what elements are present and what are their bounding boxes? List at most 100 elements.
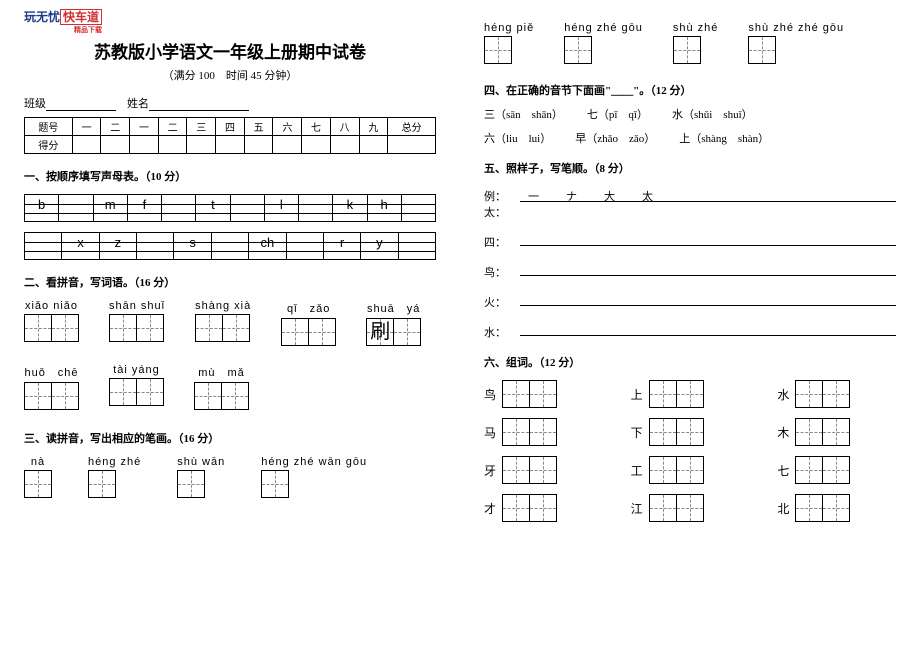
stroke-label: nà <box>24 456 52 468</box>
char-box[interactable] <box>24 314 52 342</box>
char-box[interactable]: 刷 <box>366 318 394 346</box>
char-box[interactable] <box>281 318 309 346</box>
q4-item[interactable]: 早（zhǎo zǎo） <box>575 130 655 146</box>
char-box[interactable] <box>676 494 704 522</box>
char-box[interactable] <box>529 380 557 408</box>
char-box[interactable] <box>502 494 530 522</box>
char-box[interactable] <box>822 494 850 522</box>
q4-item[interactable]: 三（sān shān） <box>484 106 563 122</box>
char-box[interactable] <box>136 378 164 406</box>
char-box[interactable] <box>195 314 223 342</box>
q5-line[interactable] <box>520 232 896 246</box>
char-box-row <box>24 314 79 342</box>
q5-line[interactable] <box>520 322 896 336</box>
q4-item[interactable]: 六（liu lui） <box>484 130 551 146</box>
score-value-cell[interactable] <box>158 136 187 154</box>
pinyin-item: tài yáng <box>109 364 164 410</box>
char-box[interactable] <box>261 470 289 498</box>
char-box[interactable] <box>676 418 704 446</box>
letter-cell[interactable] <box>299 195 333 221</box>
letter-cell[interactable] <box>402 195 435 221</box>
char-box[interactable] <box>649 380 677 408</box>
char-box[interactable] <box>136 314 164 342</box>
letter-cell: f <box>128 195 162 221</box>
score-value-cell[interactable] <box>359 136 388 154</box>
char-box[interactable] <box>88 470 116 498</box>
char-box[interactable] <box>649 456 677 484</box>
score-value-cell[interactable] <box>330 136 359 154</box>
char-box[interactable] <box>795 380 823 408</box>
char-box[interactable] <box>649 418 677 446</box>
char-box[interactable] <box>676 456 704 484</box>
char-box[interactable] <box>502 418 530 446</box>
char-box[interactable] <box>748 36 776 64</box>
q4-item[interactable]: 水（shǔi shuǐ） <box>672 106 753 122</box>
letter-cell[interactable] <box>25 233 62 259</box>
char-box[interactable] <box>502 456 530 484</box>
char-box[interactable] <box>795 494 823 522</box>
name-blank[interactable] <box>149 99 249 111</box>
char-box[interactable] <box>822 418 850 446</box>
char-box[interactable] <box>24 382 52 410</box>
char-box[interactable] <box>24 470 52 498</box>
char-box[interactable] <box>822 380 850 408</box>
score-value-cell[interactable] <box>273 136 302 154</box>
score-value-row: 得分 <box>25 136 436 154</box>
letter-cell[interactable] <box>231 195 265 221</box>
char-box-row <box>795 456 850 484</box>
char-box[interactable] <box>484 36 512 64</box>
char-box[interactable] <box>502 380 530 408</box>
char-box[interactable] <box>795 456 823 484</box>
letter-cell: l <box>265 195 299 221</box>
char-box-row <box>502 456 557 484</box>
char-box-row <box>502 380 557 408</box>
char-box[interactable] <box>529 418 557 446</box>
q6-char: 鸟 <box>484 386 496 403</box>
letter-cell[interactable] <box>287 233 324 259</box>
char-box-row <box>261 470 367 498</box>
stroke-label: héng zhé <box>88 456 141 468</box>
score-value-cell[interactable] <box>244 136 273 154</box>
q5-line[interactable] <box>520 262 896 276</box>
score-value-cell[interactable] <box>187 136 216 154</box>
char-box[interactable] <box>51 382 79 410</box>
char-box[interactable] <box>529 456 557 484</box>
char-box[interactable] <box>51 314 79 342</box>
char-box[interactable] <box>673 36 701 64</box>
score-value-cell[interactable] <box>302 136 331 154</box>
q6-item: 鸟 <box>484 380 603 408</box>
q5-example-label: 例：太： <box>484 188 520 220</box>
letter-cell[interactable] <box>212 233 249 259</box>
char-box[interactable] <box>795 418 823 446</box>
q4-item[interactable]: 上（shàng shàn） <box>679 130 769 146</box>
char-box[interactable] <box>308 318 336 346</box>
score-table: 题号一二一二三四五六七八九总分 得分 <box>24 117 436 154</box>
letter-cell[interactable] <box>162 195 196 221</box>
char-box[interactable] <box>529 494 557 522</box>
letter-cell[interactable] <box>59 195 93 221</box>
char-box[interactable] <box>393 318 421 346</box>
char-box[interactable] <box>109 314 137 342</box>
class-blank[interactable] <box>46 99 116 111</box>
letter-cell[interactable] <box>137 233 174 259</box>
letter-cell[interactable] <box>399 233 435 259</box>
char-box[interactable] <box>177 470 205 498</box>
q4-item[interactable]: 七（pī qī） <box>587 106 648 122</box>
score-header-cell: 三 <box>187 118 216 136</box>
logo-sub: 精品下载 <box>24 25 102 35</box>
char-box[interactable] <box>564 36 592 64</box>
score-value-cell[interactable] <box>130 136 159 154</box>
char-box[interactable] <box>221 382 249 410</box>
score-value-cell[interactable] <box>216 136 245 154</box>
score-value-cell[interactable] <box>101 136 130 154</box>
char-box[interactable] <box>222 314 250 342</box>
char-box[interactable] <box>822 456 850 484</box>
char-box[interactable] <box>649 494 677 522</box>
score-value-cell[interactable] <box>388 136 436 154</box>
char-box[interactable] <box>194 382 222 410</box>
q5-example-strokes: 一 ナ 大 太 <box>520 191 661 203</box>
char-box[interactable] <box>109 378 137 406</box>
score-value-cell[interactable] <box>72 136 101 154</box>
q5-line[interactable] <box>520 292 896 306</box>
char-box[interactable] <box>676 380 704 408</box>
